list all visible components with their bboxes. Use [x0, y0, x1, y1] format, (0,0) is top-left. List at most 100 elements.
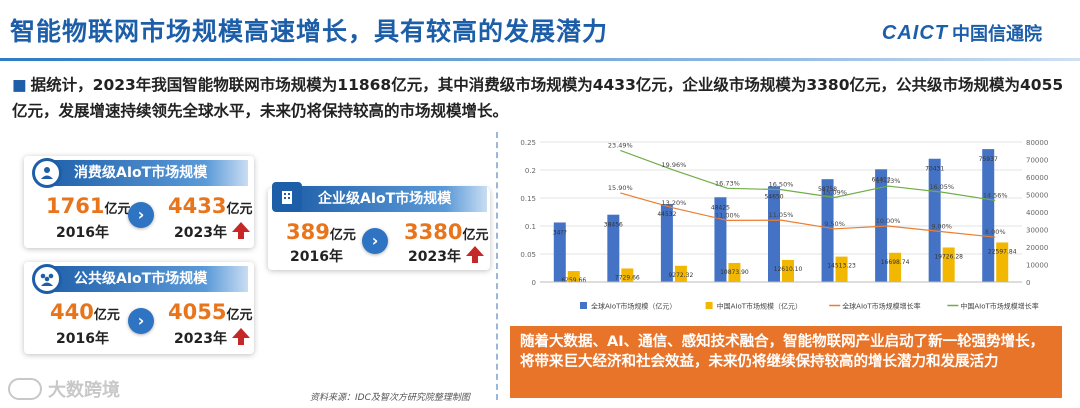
bar-data-label: 75937 — [979, 156, 998, 163]
y-right-tick-label: 40000 — [1026, 209, 1048, 217]
watermark-text: 大数跨境 — [48, 380, 120, 401]
y-right-tick-label: 70000 — [1026, 157, 1048, 165]
enterprise-2016-value: 389亿元 — [286, 220, 356, 244]
y-left-tick-label: 0.2 — [525, 167, 536, 175]
legend-label: 中国AIoT市场规模（亿元） — [717, 302, 802, 311]
bar-global — [982, 149, 995, 282]
y-left-tick-label: 0.1 — [525, 223, 536, 231]
building-icon — [272, 182, 302, 212]
line-data-label: 19.96% — [661, 161, 686, 169]
market-chart: 0 0.05 0.1 0.15 0.2 0.25 0 10000 20000 30000 40000… — [510, 132, 1060, 322]
line-data-label: 23.49% — [608, 141, 633, 149]
consumer-growth-arrow: › — [128, 202, 154, 228]
bar-data-label: 7729.66 — [615, 274, 640, 281]
legend-swatch — [705, 302, 713, 309]
group-icon — [32, 264, 62, 294]
page-title: 智能物联网市场规模高速增长，具有较高的发展潜力 — [10, 17, 609, 46]
bar-china — [889, 252, 902, 282]
line-data-label: 14.56% — [983, 191, 1008, 199]
y-right-tick-label: 50000 — [1026, 192, 1048, 200]
summary-text: 据统计，2023年我国智能物联网市场规模为11868亿元，其中消费级市场规模为4… — [12, 76, 1064, 120]
public-growth-arrow: › — [128, 308, 154, 334]
line-data-label: 15.09% — [822, 188, 847, 196]
y-left-tick-label: 0.05 — [520, 251, 536, 259]
bar-data-label: 16698.74 — [881, 259, 910, 266]
consumer-up-icon — [232, 222, 250, 239]
caict-logo: CAICT 中国信通院 — [882, 20, 1042, 46]
y-left-tick-label: 0 — [532, 279, 536, 287]
line-data-label: 10.00% — [876, 217, 901, 225]
bar-data-label: 54650 — [764, 193, 783, 200]
watermark: 大数跨境 — [8, 376, 120, 402]
bar-global — [875, 169, 888, 282]
public-up-icon — [232, 328, 250, 345]
enterprise-2023-value: 3380亿元 — [404, 220, 489, 244]
bar-data-label: 38456 — [604, 222, 623, 229]
line-data-label: 9.00% — [931, 223, 952, 231]
bar-data-label: 19726.28 — [934, 253, 963, 260]
bar-china — [674, 265, 687, 282]
source-note: 资料来源：IDC及智次方研究院整理制图 — [310, 393, 470, 403]
summary-bullet: ■ — [12, 76, 27, 94]
bar-china — [782, 259, 794, 282]
line-data-label: 16.50% — [769, 181, 794, 189]
people-icon — [32, 158, 62, 188]
line-data-label: 11.00% — [715, 211, 740, 219]
line-data-label: 15.90% — [608, 184, 633, 192]
public-2016-value: 440亿元 — [50, 300, 120, 324]
bar-data-label: 12610.10 — [774, 266, 803, 273]
enterprise-growth-arrow: › — [362, 228, 388, 254]
bar-global — [928, 158, 941, 282]
enterprise-2016-year: 2016年 — [290, 249, 343, 265]
market-chart-svg: 0 0.05 0.1 0.15 0.2 0.25 0 10000 20000 30000 40000… — [520, 139, 1048, 311]
public-2023-value: 4055亿元 — [168, 300, 253, 324]
series-line-china-growth — [620, 149, 996, 202]
bar-data-label: 70431 — [925, 166, 944, 173]
y-right-tick-label: 60000 — [1026, 174, 1048, 182]
public-2023-year: 2023年 — [174, 331, 227, 347]
bar-china — [567, 271, 580, 282]
bar-data-label: 64413 — [872, 176, 891, 183]
y-right-tick-label: 30000 — [1026, 227, 1048, 235]
bar-data-label: 34?? — [553, 230, 567, 237]
bar-global — [768, 186, 780, 282]
bar-data-label: 22597.84 — [988, 248, 1017, 255]
y-right-tick-label: 10000 — [1026, 262, 1048, 270]
y-right-tick-label: 80000 — [1026, 139, 1048, 147]
line-data-label: 13.20% — [661, 199, 686, 207]
bar-global — [607, 214, 620, 282]
y-left-tick-label: 0.25 — [520, 139, 536, 147]
legend-swatch — [580, 302, 587, 309]
line-data-label: 16.73% — [715, 179, 740, 187]
bar-china — [728, 262, 741, 282]
logo-text-cn: 中国信通院 — [952, 24, 1042, 45]
line-data-label: 8.00% — [985, 228, 1006, 236]
public-2016-year: 2016年 — [56, 331, 109, 347]
y-right-tick-label: 0 — [1026, 279, 1030, 287]
bar-china — [835, 256, 848, 282]
line-data-label: 17.13% — [876, 177, 901, 185]
watermark-logo-icon — [8, 378, 42, 400]
summary-paragraph: ■ 据统计，2023年我国智能物联网市场规模为11868亿元，其中消费级市场规模为… — [12, 72, 1072, 124]
bar-china — [942, 247, 955, 282]
bar-global — [821, 179, 834, 282]
header-rule — [0, 58, 1080, 61]
bar-data-label: 10873.90 — [720, 269, 749, 276]
consumer-card-title: 消费级AIoT市场规模 — [38, 160, 248, 186]
bar-data-label: 6259.66 — [561, 277, 586, 284]
bar-data-label: 58758 — [818, 186, 837, 193]
consumer-2016-year: 2016年 — [56, 225, 109, 241]
consumer-2016-value: 1761亿元 — [46, 194, 131, 218]
bar-china — [621, 268, 634, 282]
consumer-card: 消费级AIoT市场规模 1761亿元 2016年 › 4433亿元 2023年 — [24, 156, 254, 248]
legend-label: 全球AIoT市场规模增长率 — [842, 302, 920, 311]
public-card: 公共级AIoT市场规模 440亿元 2016年 › 4055亿元 2023年 — [24, 262, 254, 354]
logo-text-en: CAICT — [881, 21, 948, 44]
enterprise-card-title: 企业级AIoT市场规模 — [282, 186, 487, 212]
bar-global — [553, 222, 566, 282]
legend-label: 全球AIoT市场规模（亿元） — [591, 302, 676, 311]
enterprise-2023-year: 2023年 — [408, 249, 461, 265]
enterprise-up-icon — [466, 246, 484, 263]
public-card-title: 公共级AIoT市场规模 — [38, 266, 248, 292]
consumer-2023-year: 2023年 — [174, 225, 227, 241]
